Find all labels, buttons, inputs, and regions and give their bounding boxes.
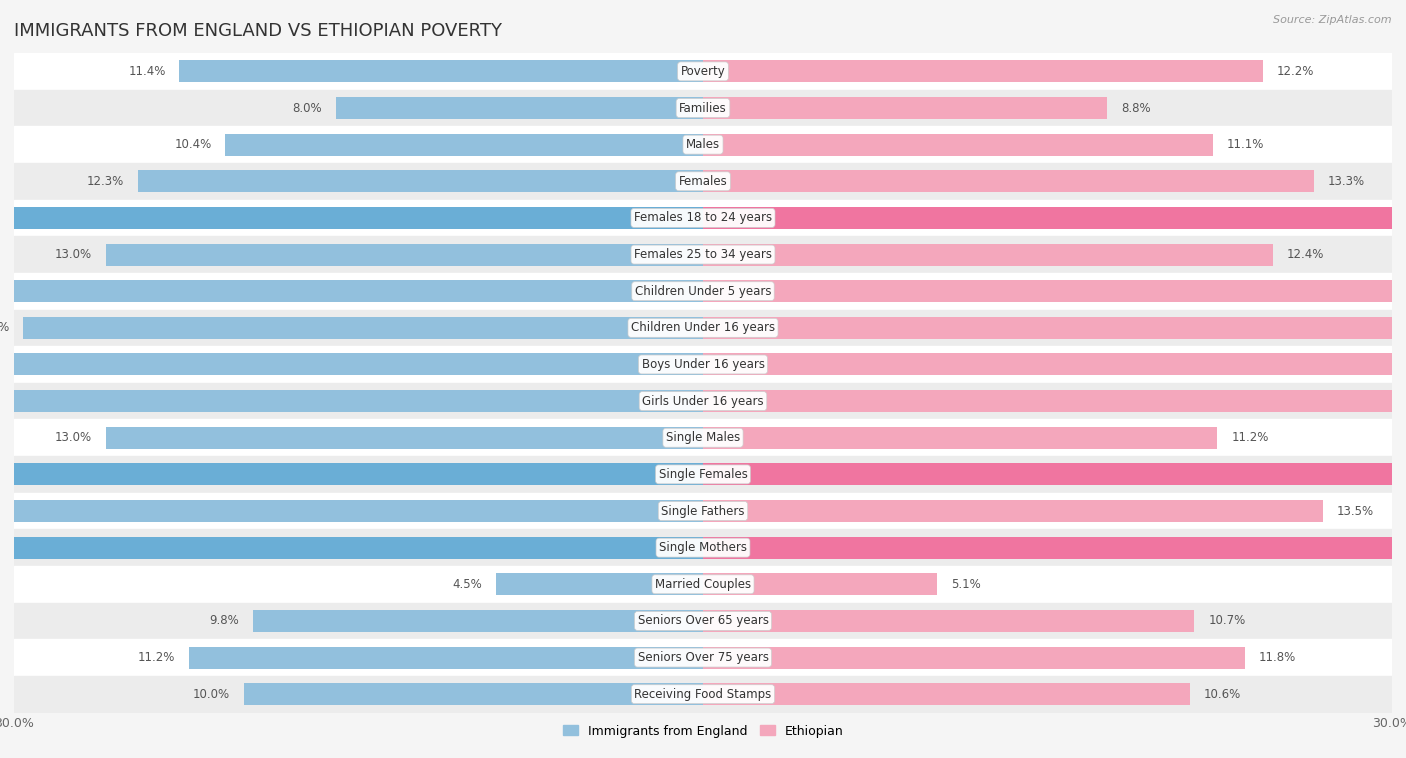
Text: Children Under 5 years: Children Under 5 years xyxy=(634,285,772,298)
Text: Single Mothers: Single Mothers xyxy=(659,541,747,554)
Text: Seniors Over 75 years: Seniors Over 75 years xyxy=(637,651,769,664)
Bar xyxy=(105,427,703,449)
Bar xyxy=(14,309,1392,346)
Text: 13.5%: 13.5% xyxy=(1337,505,1374,518)
Text: 5.1%: 5.1% xyxy=(950,578,981,590)
Text: 13.0%: 13.0% xyxy=(55,431,93,444)
Text: 8.0%: 8.0% xyxy=(292,102,322,114)
Bar xyxy=(14,566,1392,603)
Bar xyxy=(243,683,703,705)
Bar xyxy=(703,207,1406,229)
Bar xyxy=(10,390,703,412)
Bar xyxy=(703,427,1218,449)
Text: 11.2%: 11.2% xyxy=(1232,431,1268,444)
Bar xyxy=(703,353,1406,375)
Bar xyxy=(703,317,1406,339)
Bar xyxy=(0,537,703,559)
Text: Single Fathers: Single Fathers xyxy=(661,505,745,518)
Bar xyxy=(14,127,1392,163)
Bar xyxy=(703,463,1406,485)
Text: 11.4%: 11.4% xyxy=(128,65,166,78)
Text: 13.0%: 13.0% xyxy=(55,248,93,261)
Text: 10.0%: 10.0% xyxy=(193,688,231,700)
Bar xyxy=(703,243,1272,265)
Text: Seniors Over 65 years: Seniors Over 65 years xyxy=(637,615,769,628)
Bar xyxy=(14,676,1392,713)
Bar xyxy=(14,236,1392,273)
Bar xyxy=(0,280,703,302)
Bar xyxy=(703,61,1264,83)
Text: 9.8%: 9.8% xyxy=(209,615,239,628)
Text: 11.1%: 11.1% xyxy=(1226,138,1264,151)
Text: Boys Under 16 years: Boys Under 16 years xyxy=(641,358,765,371)
Bar xyxy=(14,603,1392,639)
Bar xyxy=(703,683,1189,705)
Text: 11.2%: 11.2% xyxy=(138,651,174,664)
Text: Girls Under 16 years: Girls Under 16 years xyxy=(643,395,763,408)
Text: Children Under 16 years: Children Under 16 years xyxy=(631,321,775,334)
Bar xyxy=(10,353,703,375)
Bar xyxy=(703,500,1323,522)
Text: Females 25 to 34 years: Females 25 to 34 years xyxy=(634,248,772,261)
Text: Males: Males xyxy=(686,138,720,151)
Text: 12.4%: 12.4% xyxy=(1286,248,1323,261)
Bar xyxy=(14,383,1392,419)
Bar xyxy=(14,419,1392,456)
Bar xyxy=(0,463,703,485)
Bar xyxy=(138,171,703,193)
Bar xyxy=(703,133,1213,155)
Bar xyxy=(703,537,1406,559)
Bar xyxy=(703,573,938,595)
Text: Single Females: Single Females xyxy=(658,468,748,481)
Text: 10.6%: 10.6% xyxy=(1204,688,1241,700)
Bar xyxy=(0,500,703,522)
Text: Married Couples: Married Couples xyxy=(655,578,751,590)
Bar xyxy=(225,133,703,155)
Text: Females: Females xyxy=(679,175,727,188)
Text: 4.5%: 4.5% xyxy=(453,578,482,590)
Bar xyxy=(703,647,1244,669)
Bar xyxy=(180,61,703,83)
Bar xyxy=(14,53,1392,89)
Text: Females 18 to 24 years: Females 18 to 24 years xyxy=(634,211,772,224)
Bar xyxy=(14,89,1392,127)
Bar xyxy=(703,171,1313,193)
Bar xyxy=(703,97,1107,119)
Bar xyxy=(496,573,703,595)
Bar xyxy=(14,273,1392,309)
Bar xyxy=(14,639,1392,676)
Bar xyxy=(24,317,703,339)
Text: Poverty: Poverty xyxy=(681,65,725,78)
Bar xyxy=(703,390,1406,412)
Text: 12.3%: 12.3% xyxy=(87,175,124,188)
Text: 14.8%: 14.8% xyxy=(0,321,10,334)
Bar xyxy=(188,647,703,669)
Bar xyxy=(14,199,1392,236)
Text: Source: ZipAtlas.com: Source: ZipAtlas.com xyxy=(1274,15,1392,25)
Bar xyxy=(703,280,1406,302)
Bar xyxy=(105,243,703,265)
Text: Single Males: Single Males xyxy=(666,431,740,444)
Text: 10.4%: 10.4% xyxy=(174,138,211,151)
Text: 13.3%: 13.3% xyxy=(1327,175,1365,188)
Text: 12.2%: 12.2% xyxy=(1277,65,1315,78)
Text: IMMIGRANTS FROM ENGLAND VS ETHIOPIAN POVERTY: IMMIGRANTS FROM ENGLAND VS ETHIOPIAN POV… xyxy=(14,23,502,40)
Bar xyxy=(253,610,703,632)
Bar xyxy=(14,163,1392,199)
Bar xyxy=(14,456,1392,493)
Bar xyxy=(14,529,1392,566)
Text: Families: Families xyxy=(679,102,727,114)
Bar xyxy=(336,97,703,119)
Bar xyxy=(14,493,1392,529)
Bar xyxy=(703,610,1195,632)
Bar xyxy=(0,207,703,229)
Text: Receiving Food Stamps: Receiving Food Stamps xyxy=(634,688,772,700)
Text: 8.8%: 8.8% xyxy=(1121,102,1150,114)
Legend: Immigrants from England, Ethiopian: Immigrants from England, Ethiopian xyxy=(558,719,848,743)
Bar xyxy=(14,346,1392,383)
Text: 11.8%: 11.8% xyxy=(1258,651,1296,664)
Text: 10.7%: 10.7% xyxy=(1208,615,1246,628)
